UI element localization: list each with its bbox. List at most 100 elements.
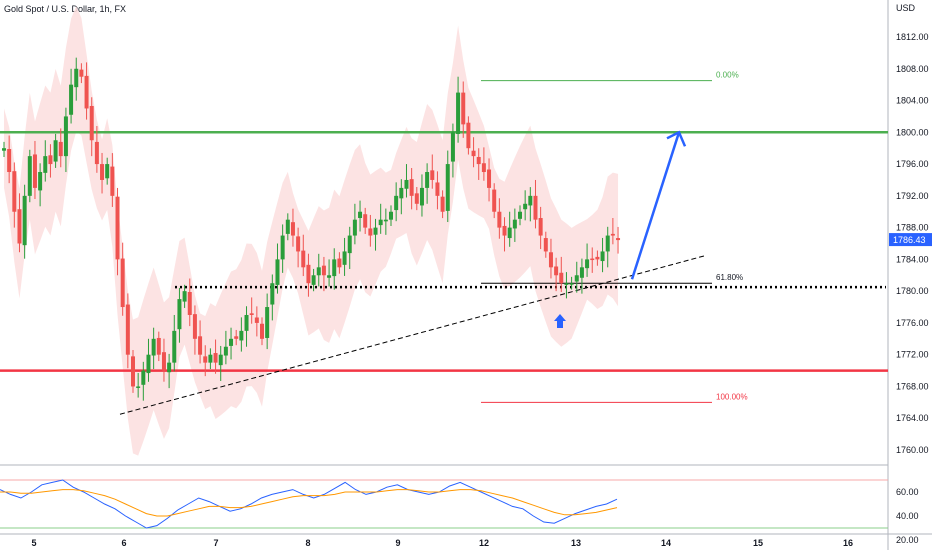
candle-body bbox=[213, 353, 218, 363]
candle-body bbox=[471, 150, 476, 157]
candle-body bbox=[518, 211, 522, 219]
time-tick-label: 12 bbox=[479, 538, 489, 548]
candle-body bbox=[363, 214, 368, 228]
trendline-dashed bbox=[119, 254, 707, 415]
candle-body bbox=[53, 140, 58, 162]
candle-body bbox=[507, 227, 512, 239]
candle-body bbox=[48, 155, 53, 165]
candle-body bbox=[548, 252, 553, 268]
candle-body bbox=[610, 233, 615, 236]
candle-body bbox=[579, 267, 584, 278]
candle-body bbox=[120, 258, 125, 308]
time-tick-label: 16 bbox=[843, 538, 853, 548]
candle-body bbox=[394, 195, 399, 211]
candle-body bbox=[69, 84, 74, 115]
candle-body bbox=[100, 164, 105, 180]
candle-body bbox=[461, 92, 466, 125]
time-tick-label: 7 bbox=[213, 538, 218, 548]
time-tick-label: 6 bbox=[121, 538, 126, 548]
candle-body bbox=[616, 238, 621, 241]
candle-body bbox=[229, 338, 234, 346]
time-tick-label: 8 bbox=[305, 538, 310, 548]
candle-body bbox=[280, 235, 285, 260]
price-tick-label: 1768.00 bbox=[896, 381, 929, 391]
candle-body bbox=[327, 275, 332, 278]
candle-body bbox=[146, 354, 151, 374]
candle-body bbox=[301, 250, 306, 268]
candle-body bbox=[605, 235, 610, 252]
candle-body bbox=[543, 238, 548, 252]
candle-body bbox=[94, 141, 99, 165]
candle-body bbox=[151, 338, 156, 356]
fib-0-label: 0.00% bbox=[716, 71, 739, 80]
candle-body bbox=[321, 265, 326, 276]
candle-body bbox=[425, 172, 430, 188]
candle-body bbox=[476, 156, 481, 165]
candle-body bbox=[399, 187, 404, 199]
candle-body bbox=[17, 209, 22, 244]
candle-body bbox=[43, 156, 48, 173]
price-tick-label: 1796.00 bbox=[896, 159, 929, 169]
candle-body bbox=[564, 283, 569, 285]
candle-body bbox=[290, 222, 295, 236]
candle-body bbox=[161, 352, 166, 371]
candle-body bbox=[378, 219, 383, 226]
candle-body bbox=[7, 149, 12, 173]
candle-body bbox=[125, 304, 130, 355]
rsi-tick-label: 60.00 bbox=[896, 487, 919, 497]
candle-body bbox=[182, 291, 187, 302]
candle-body bbox=[172, 330, 177, 363]
candle-body bbox=[89, 105, 94, 141]
candle-body bbox=[63, 116, 68, 157]
candle-body bbox=[192, 314, 197, 339]
fib-618-label: 61.80% bbox=[716, 273, 743, 282]
fib-100-label: 100.00% bbox=[716, 392, 748, 401]
price-tick-label: 1784.00 bbox=[896, 254, 929, 264]
candle-body bbox=[559, 272, 564, 284]
candle-body bbox=[84, 75, 89, 109]
forecast-arrow-shaft bbox=[630, 131, 681, 280]
price-tick-label: 1772.00 bbox=[896, 350, 929, 360]
candle-body bbox=[167, 362, 172, 373]
candle-body bbox=[58, 141, 63, 157]
candle-body bbox=[466, 122, 471, 149]
price-tick-label: 1812.00 bbox=[896, 32, 929, 42]
candle-body bbox=[595, 256, 600, 260]
up-arrow-marker bbox=[554, 314, 566, 328]
rsi-tick-label: 40.00 bbox=[896, 511, 919, 521]
envelope-band bbox=[4, 6, 619, 456]
candle-body bbox=[306, 264, 311, 284]
time-tick-label: 5 bbox=[31, 538, 36, 548]
candle-body bbox=[528, 195, 533, 206]
candle-body bbox=[296, 236, 301, 252]
candle-body bbox=[110, 166, 115, 196]
time-tick-label: 9 bbox=[395, 538, 400, 548]
candle-body bbox=[32, 154, 37, 188]
candle-body bbox=[445, 164, 450, 211]
candle-body bbox=[481, 163, 486, 173]
candle-body bbox=[74, 68, 79, 88]
candle-body bbox=[389, 211, 393, 220]
current-price-tag bbox=[889, 233, 932, 247]
candle-body bbox=[177, 299, 182, 330]
candle-body bbox=[12, 171, 17, 212]
candle-body bbox=[497, 211, 502, 228]
price-axis-unit: USD bbox=[896, 3, 916, 13]
candle-body bbox=[239, 330, 244, 341]
price-tick-label: 1788.00 bbox=[896, 223, 929, 233]
candle-body bbox=[311, 275, 316, 285]
candle-body bbox=[316, 267, 321, 276]
candle-body bbox=[538, 218, 543, 236]
candle-body bbox=[487, 169, 492, 188]
candle-body bbox=[244, 314, 249, 331]
price-tick-label: 1760.00 bbox=[896, 445, 929, 455]
price-tick-label: 1804.00 bbox=[896, 96, 929, 106]
candle-body bbox=[105, 164, 110, 179]
candle-body bbox=[383, 219, 388, 222]
candle-body bbox=[523, 203, 528, 210]
candle-body bbox=[456, 92, 461, 134]
price-tick-label: 1764.00 bbox=[896, 413, 929, 423]
candle-body bbox=[347, 235, 352, 254]
